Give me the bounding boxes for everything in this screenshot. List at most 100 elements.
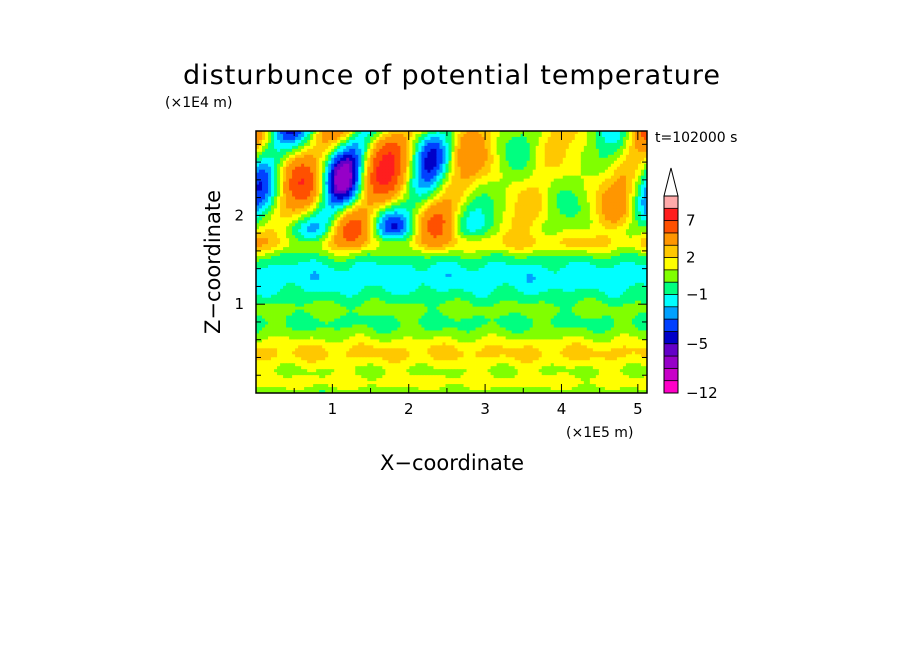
field-cell [370,235,374,239]
field-cell [379,163,383,168]
field-cell [463,217,467,221]
field-cell [313,169,317,174]
field-cell [553,148,558,153]
field-cell [487,169,491,174]
field-cell [376,241,380,245]
field-cell [571,154,576,159]
field-cell [406,244,410,248]
field-cell [457,235,461,239]
field-cell [541,151,546,156]
field-cell [442,148,446,153]
field-cell [289,238,293,242]
field-cell [493,187,498,191]
field-cell [514,175,519,180]
field-cell [616,169,621,174]
field-cell [367,220,371,224]
field-cell [325,193,329,197]
field-cell [259,190,263,194]
field-cell [409,211,413,215]
field-cell [355,244,359,248]
field-cell [628,136,633,141]
field-cell [280,193,284,197]
field-cell [469,175,473,180]
field-cell [604,229,609,233]
field-cell [424,238,428,242]
field-cell [409,163,413,168]
field-cell [424,220,428,224]
field-cell [346,142,350,147]
field-cell [283,148,287,153]
field-cell [439,214,443,218]
field-cell [268,175,272,180]
field-cell [352,232,356,236]
field-cell [307,163,311,168]
field-cell [373,145,377,150]
field-cell [535,151,540,156]
field-cell [496,142,501,147]
field-cell [643,238,648,242]
field-cell [325,241,329,245]
field-cell [559,139,564,144]
field-cell [529,172,534,177]
field-cell [256,166,260,171]
field-cell [343,205,347,209]
field-cell [586,142,591,147]
field-cell [595,166,600,171]
field-cell [430,139,434,144]
field-cell [595,241,600,245]
field-cell [568,208,573,212]
field-cell [544,172,549,177]
field-cell [607,211,612,215]
field-cell [550,193,555,197]
field-cell [604,232,609,236]
field-cell [271,214,275,218]
field-cell [367,241,371,245]
field-cell [466,235,470,239]
field-cell [346,214,350,218]
field-cell [502,196,507,200]
field-cell [436,160,440,165]
field-cell [625,139,630,144]
field-cell [607,187,612,191]
field-cell [460,226,464,230]
field-cell [634,235,639,239]
field-cell [292,148,296,153]
field-cell [547,235,552,239]
field-cell [442,238,446,242]
field-cell [406,142,410,147]
field-cell [400,223,404,227]
field-cell [400,148,404,153]
field-cell [358,181,362,185]
field-cell [460,193,464,197]
field-cell [370,175,374,180]
field-cell [373,160,377,165]
field-cell [280,223,284,227]
field-cell [544,151,549,156]
field-cell [505,190,510,194]
field-cell [607,235,612,239]
field-cell [505,160,510,165]
field-cell [346,241,350,245]
field-cell [577,229,582,233]
field-cell [538,202,543,206]
field-cell [415,169,419,174]
field-cell [451,145,455,150]
field-cell [259,241,263,245]
field-cell [553,133,558,138]
field-cell [322,223,326,227]
field-cell [544,175,549,180]
field-cell [295,199,299,203]
field-cell [271,190,275,194]
field-cell [268,181,272,185]
field-cell [391,205,395,209]
field-cell [502,169,507,174]
field-cell [295,133,299,138]
field-cell [562,190,567,194]
field-cell [292,184,296,188]
field-cell [547,160,552,165]
field-cell [454,205,458,209]
field-cell [487,187,491,191]
field-cell [472,223,476,227]
field-cell [313,160,317,165]
field-cell [529,223,534,227]
